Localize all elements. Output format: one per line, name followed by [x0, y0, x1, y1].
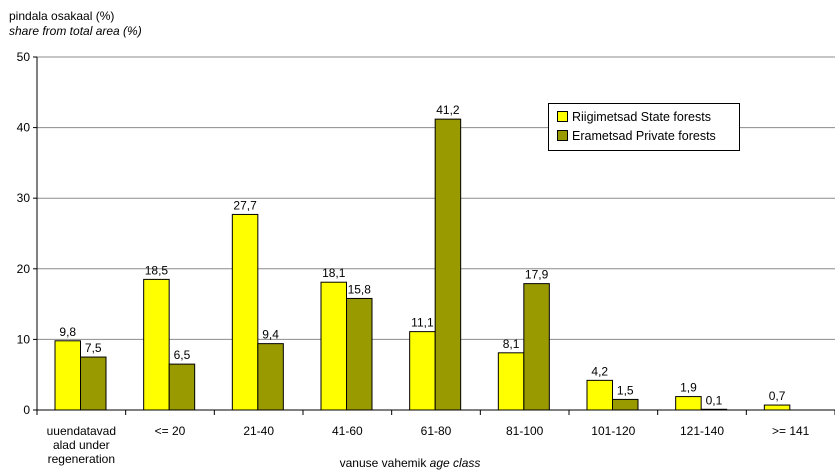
bar-value-label: 0,1: [706, 393, 723, 407]
y-tick-label: 40: [17, 121, 31, 135]
y-tick-label: 0: [23, 403, 30, 417]
x-tick-label: regeneration: [48, 452, 115, 466]
bar: [143, 278, 170, 411]
legend-label-state: Riigimetsad State forests: [572, 110, 711, 124]
x-tick-label: 81-100: [506, 424, 544, 438]
x-tick-label: 41-60: [332, 424, 363, 438]
bar-value-label: 1,5: [617, 383, 634, 397]
bar: [320, 281, 347, 411]
bar-value-label: 0,7: [769, 389, 786, 403]
bar: [257, 343, 284, 411]
bar-value-label: 27,7: [233, 198, 257, 212]
x-tick-label: alad under: [53, 438, 110, 452]
bar-value-label: 18,1: [322, 266, 346, 280]
bar-value-label: 8,1: [503, 337, 520, 351]
x-tick-label: 121-140: [680, 424, 724, 438]
legend-item-state: Riigimetsad State forests: [557, 110, 711, 124]
bar-value-label: 18,5: [145, 263, 169, 277]
bar: [523, 283, 550, 411]
bar: [434, 118, 462, 411]
y-tick-label: 10: [17, 332, 31, 346]
bar-value-label: 17,9: [525, 268, 549, 282]
y-axis-label: pindala osakaal (%): [9, 9, 115, 23]
x-tick-label: <= 20: [155, 424, 186, 438]
legend-item-private: Erametsad Private forests: [557, 129, 716, 143]
bar-value-label: 15,8: [348, 282, 372, 296]
x-axis-label: vanuse vahemik age class: [340, 456, 481, 470]
bar-value-label: 11,1: [411, 316, 434, 330]
x-tick-label: 61-80: [421, 424, 452, 438]
bar-value-label: 41,2: [436, 103, 460, 117]
bar-value-label: 7,5: [85, 341, 102, 355]
bar: [612, 398, 639, 411]
legend-swatch-state: [557, 111, 568, 122]
bar: [700, 408, 728, 411]
bar: [54, 340, 81, 411]
bar: [231, 213, 259, 411]
x-tick-label: uuendatavad: [47, 424, 116, 438]
x-tick-label: >= 141: [772, 424, 810, 438]
bar: [168, 363, 196, 411]
legend-label-private: Erametsad Private forests: [572, 129, 716, 143]
bar: [80, 356, 107, 411]
y-axis-label-english: share from total area (%): [9, 24, 142, 38]
bar: [346, 297, 373, 411]
bar-value-label: 9,8: [59, 325, 76, 339]
bar-value-label: 9,4: [262, 328, 279, 342]
bar-value-label: 1,9: [680, 381, 697, 395]
y-tick-label: 30: [17, 191, 31, 205]
bar: [497, 352, 525, 411]
legend-swatch-private: [557, 130, 568, 141]
legend: Riigimetsad State forests Erametsad Priv…: [548, 103, 740, 151]
y-tick-label: 20: [17, 262, 31, 276]
y-tick-label: 50: [17, 50, 31, 64]
bar: [586, 379, 613, 411]
bar: [763, 404, 791, 411]
x-tick-label: 101-120: [591, 424, 635, 438]
bar-value-label: 6,5: [174, 348, 191, 362]
bar: [675, 396, 702, 411]
bar: [409, 331, 436, 411]
bar-value-label: 4,2: [591, 364, 608, 378]
x-tick-label: 21-40: [243, 424, 274, 438]
